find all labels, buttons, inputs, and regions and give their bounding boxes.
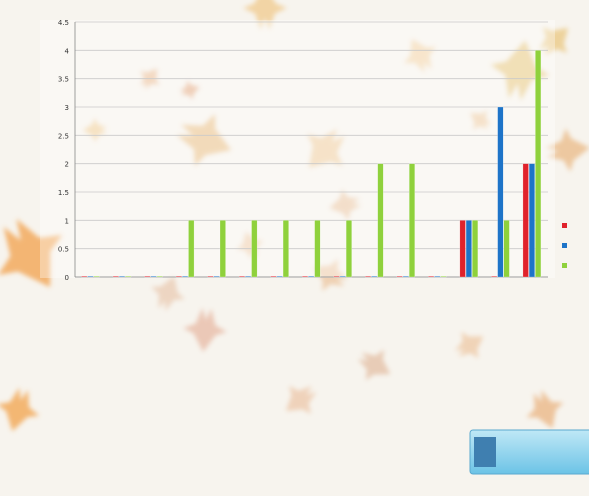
y-tick-label: 3.5	[58, 76, 69, 84]
bar	[497, 106, 504, 278]
leaf-decoration	[539, 26, 569, 55]
y-tick-label: 0.5	[58, 246, 69, 254]
bar	[207, 276, 214, 278]
leaf-decoration	[357, 349, 391, 381]
bar	[314, 220, 321, 278]
bar	[491, 276, 498, 278]
leaf-decoration	[83, 118, 108, 142]
legend-swatch	[562, 243, 567, 248]
y-tick-label: 2	[65, 161, 69, 169]
y-tick-label: 2.5	[58, 132, 69, 140]
bar	[125, 276, 132, 278]
leaf-decoration	[470, 110, 492, 130]
y-tick-label: 0	[65, 274, 69, 282]
bar	[118, 276, 125, 278]
bar	[144, 276, 151, 278]
leaf-decoration	[313, 258, 348, 292]
bar	[112, 276, 119, 278]
bar	[270, 276, 277, 278]
bar	[238, 276, 245, 278]
bar	[282, 220, 289, 278]
bar	[428, 276, 435, 278]
bar	[409, 163, 416, 278]
leaf-decoration	[0, 218, 63, 288]
bar	[377, 163, 384, 278]
bar	[339, 276, 346, 278]
bar	[459, 220, 466, 278]
bar	[503, 220, 510, 278]
banner[interactable]	[469, 429, 589, 475]
y-tick-label: 1	[65, 217, 69, 225]
bar	[522, 163, 529, 278]
bar	[219, 220, 226, 278]
autumn-leaves-background	[0, 0, 589, 432]
bar	[251, 220, 258, 278]
legend-swatch	[562, 223, 567, 228]
leaf-decoration	[183, 307, 227, 352]
leaf-decoration	[329, 189, 362, 221]
bar	[345, 220, 352, 278]
leaf-decoration	[285, 385, 317, 415]
leaf-decoration	[403, 38, 437, 73]
leaf-decoration	[490, 40, 550, 101]
leaf-decoration	[545, 128, 589, 172]
bar	[182, 276, 189, 278]
bar	[156, 276, 163, 278]
bar	[371, 276, 378, 278]
y-tick-label: 4.5	[58, 19, 69, 27]
bar	[276, 276, 283, 278]
y-tick-label: 3	[65, 104, 69, 112]
bar	[402, 276, 409, 278]
bar	[213, 276, 220, 278]
bar	[396, 276, 403, 278]
leaf-decoration	[151, 276, 185, 312]
y-tick-label: 1.5	[58, 189, 69, 197]
legend-swatch	[562, 263, 567, 268]
leaf-decoration	[454, 331, 484, 359]
leaf-decoration	[307, 128, 345, 168]
bar	[333, 276, 340, 278]
bar	[465, 220, 472, 278]
leaf-decoration	[0, 387, 40, 432]
bar	[81, 276, 88, 278]
leaf-decoration	[179, 80, 200, 100]
bar	[93, 276, 100, 278]
y-tick-label: 4	[65, 47, 70, 55]
bars	[81, 50, 542, 278]
bar	[528, 163, 535, 278]
bar	[434, 276, 441, 278]
leaf-decoration	[176, 113, 232, 167]
bar	[472, 220, 479, 278]
bar	[150, 276, 157, 278]
bar	[308, 276, 315, 278]
bar	[365, 276, 372, 278]
bar	[440, 276, 447, 278]
bar	[302, 276, 309, 278]
leaf-decoration	[243, 0, 287, 30]
bar	[535, 50, 542, 278]
banner-logo-icon	[474, 437, 496, 467]
legend	[562, 223, 567, 268]
bar	[87, 276, 94, 278]
bar	[175, 276, 182, 278]
bar	[245, 276, 252, 278]
bar	[188, 220, 195, 278]
banner-box	[469, 429, 589, 475]
leaf-decoration	[526, 389, 564, 429]
